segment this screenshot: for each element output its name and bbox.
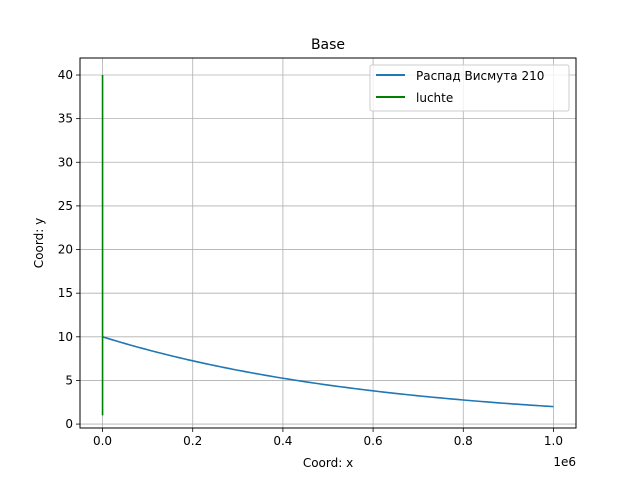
y-tick-label: 40 xyxy=(58,68,73,82)
x-offset-label: 1e6 xyxy=(553,455,576,469)
legend-label-series-0: Распад Висмута 210 xyxy=(416,69,544,83)
y-tick-label: 15 xyxy=(58,286,73,300)
x-tick-label: 1.0 xyxy=(544,434,563,448)
x-axis-label: Coord: x xyxy=(303,456,353,470)
legend-box xyxy=(369,64,570,112)
series-layer xyxy=(101,75,554,416)
grid xyxy=(80,58,576,428)
y-tick-label: 0 xyxy=(65,417,73,431)
y-axis-label: Coord: y xyxy=(32,218,46,268)
y-tick-label: 30 xyxy=(58,155,73,169)
x-tick-label: 0.4 xyxy=(273,434,292,448)
y-tick-label: 10 xyxy=(58,330,73,344)
plot-frame xyxy=(79,57,577,429)
x-tick-label: 0.8 xyxy=(454,434,473,448)
y-tick-label: 25 xyxy=(58,199,73,213)
legend: Распад Висмута 210 luchte xyxy=(369,64,570,112)
legend-label-series-1: luchte xyxy=(416,91,453,105)
axis-ticks: 0.0 0.2 0.4 0.6 0.8 1.0 0 5 10 15 20 25 30 35 40 xyxy=(58,68,563,448)
series-line-0 xyxy=(102,336,554,408)
plot-area xyxy=(80,58,576,428)
x-tick-label: 0.0 xyxy=(93,434,112,448)
y-tick-label: 5 xyxy=(65,373,73,387)
x-tick-label: 0.2 xyxy=(183,434,202,448)
y-tick-label: 20 xyxy=(58,243,73,257)
x-tick-label: 0.6 xyxy=(364,434,383,448)
chart-title: Base xyxy=(311,37,345,53)
y-tick-label: 35 xyxy=(58,112,73,126)
